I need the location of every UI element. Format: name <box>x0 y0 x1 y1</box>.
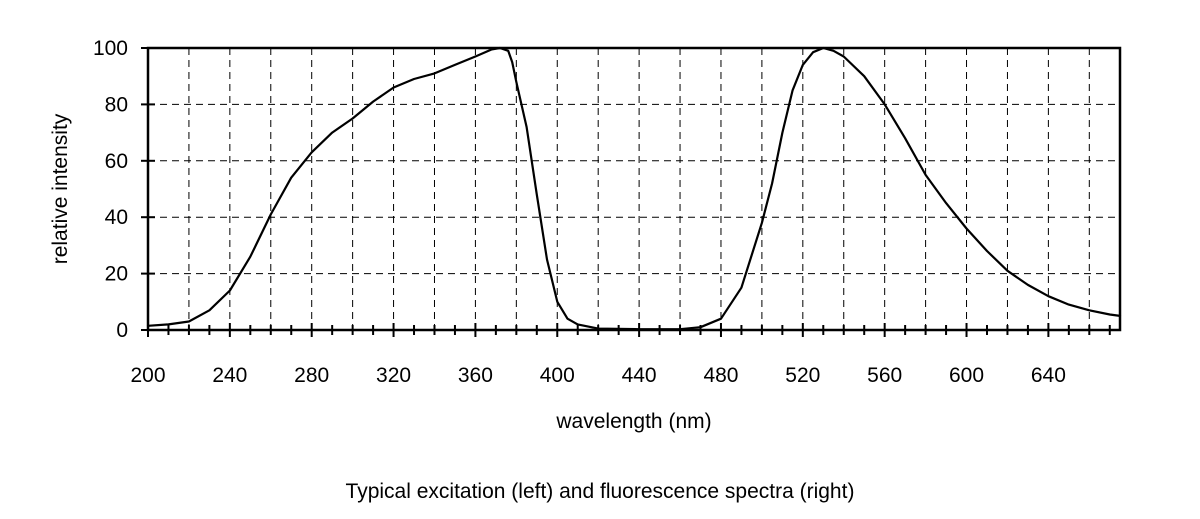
x-axis-title: wavelength (nm) <box>555 410 711 433</box>
y-tick-label: 0 <box>116 319 128 342</box>
spectrum-line <box>146 46 1122 331</box>
x-tick-label: 200 <box>130 364 165 387</box>
y-tick-label: 60 <box>105 150 128 173</box>
x-tick-label: 360 <box>458 364 493 387</box>
x-tick-label: 600 <box>949 364 984 387</box>
grid <box>148 48 1120 330</box>
x-tick-label: 240 <box>212 364 247 387</box>
axis-ticks <box>141 47 1111 337</box>
y-tick-label: 40 <box>105 206 128 229</box>
x-tick-label: 280 <box>294 364 329 387</box>
x-tick-label: 440 <box>622 364 657 387</box>
x-tick-label: 480 <box>703 364 738 387</box>
tick-labels: 200 240 280 320 360 400 440 480 520 560 600 640 0 20 4… <box>93 37 1066 387</box>
y-tick-label: 20 <box>105 263 128 286</box>
x-tick-label: 520 <box>785 364 820 387</box>
y-tick-label: 100 <box>93 37 128 60</box>
y-tick-label: 80 <box>105 93 128 116</box>
x-tick-label: 320 <box>376 364 411 387</box>
series-layer <box>146 46 1122 331</box>
x-tick-label: 640 <box>1031 364 1066 387</box>
chart-caption: Typical excitation (left) and fluorescen… <box>345 480 855 503</box>
y-axis-title: relative intensity <box>49 113 72 264</box>
x-tick-label: 560 <box>867 364 902 387</box>
plot-frame <box>146 46 1122 332</box>
x-tick-label: 400 <box>540 364 575 387</box>
